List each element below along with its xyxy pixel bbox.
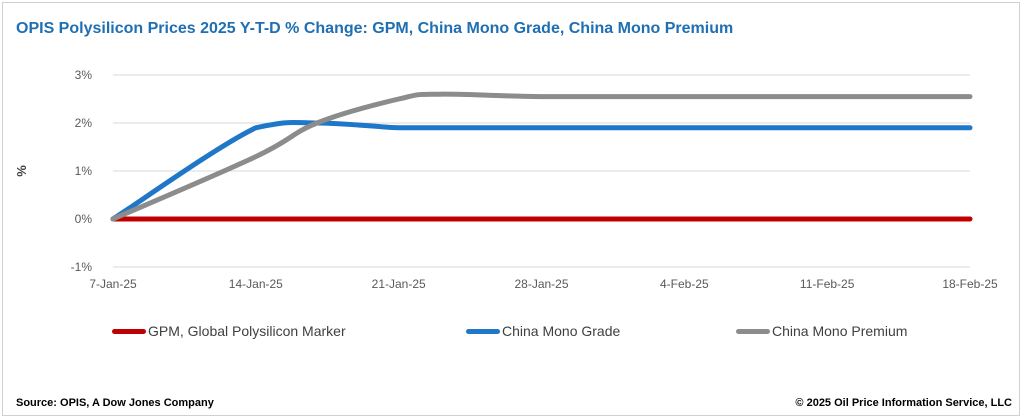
y-tick-label: -1% [71, 260, 93, 274]
legend-label-china-mono-grade: China Mono Grade [502, 323, 621, 339]
gridlines [113, 74, 970, 268]
legend-swatch-china-mono-premium [736, 328, 770, 334]
chart-frame [2, 2, 1020, 416]
legend-swatch-gpm [112, 328, 146, 334]
y-tick-label: 0% [75, 212, 93, 226]
y-tick-label: 2% [75, 116, 93, 130]
series-lines [110, 91, 973, 222]
legend-label-china-mono-premium: China Mono Premium [772, 323, 908, 339]
legend-item-china-mono-premium: China Mono Premium [736, 323, 907, 339]
y-axis-ticks: 3% 2% 1% 0% -1% [71, 68, 93, 274]
x-tick-label: 11-Feb-25 [800, 277, 855, 291]
y-axis-label: % [14, 165, 29, 177]
y-tick-label: 1% [75, 164, 93, 178]
x-axis-ticks: 7-Jan-25 14-Jan-25 21-Jan-25 28-Jan-25 4-Feb… [89, 277, 998, 291]
series-line-china-mono-premium [110, 91, 973, 222]
x-tick-label: 18-Feb-25 [942, 277, 998, 291]
y-tick-label: 3% [75, 68, 93, 82]
source-note: Source: OPIS, A Dow Jones Company [16, 397, 214, 409]
chart-title: OPIS Polysilicon Prices 2025 Y-T-D % Cha… [16, 20, 734, 37]
x-tick-label: 7-Jan-25 [89, 277, 137, 291]
legend-item-china-mono-grade: China Mono Grade [466, 323, 620, 339]
copyright-note: © 2025 Oil Price Information Service, LL… [795, 397, 1012, 409]
legend-label-gpm: GPM, Global Polysilicon Marker [148, 323, 346, 339]
legend-swatch-china-mono-grade [466, 328, 500, 334]
legend-item-gpm: GPM, Global Polysilicon Marker [112, 323, 346, 339]
x-tick-label: 21-Jan-25 [372, 277, 426, 291]
x-tick-label: 4-Feb-25 [660, 277, 709, 291]
x-tick-label: 14-Jan-25 [229, 277, 283, 291]
x-tick-label: 28-Jan-25 [514, 277, 568, 291]
series-line-china-mono-grade [110, 119, 973, 222]
